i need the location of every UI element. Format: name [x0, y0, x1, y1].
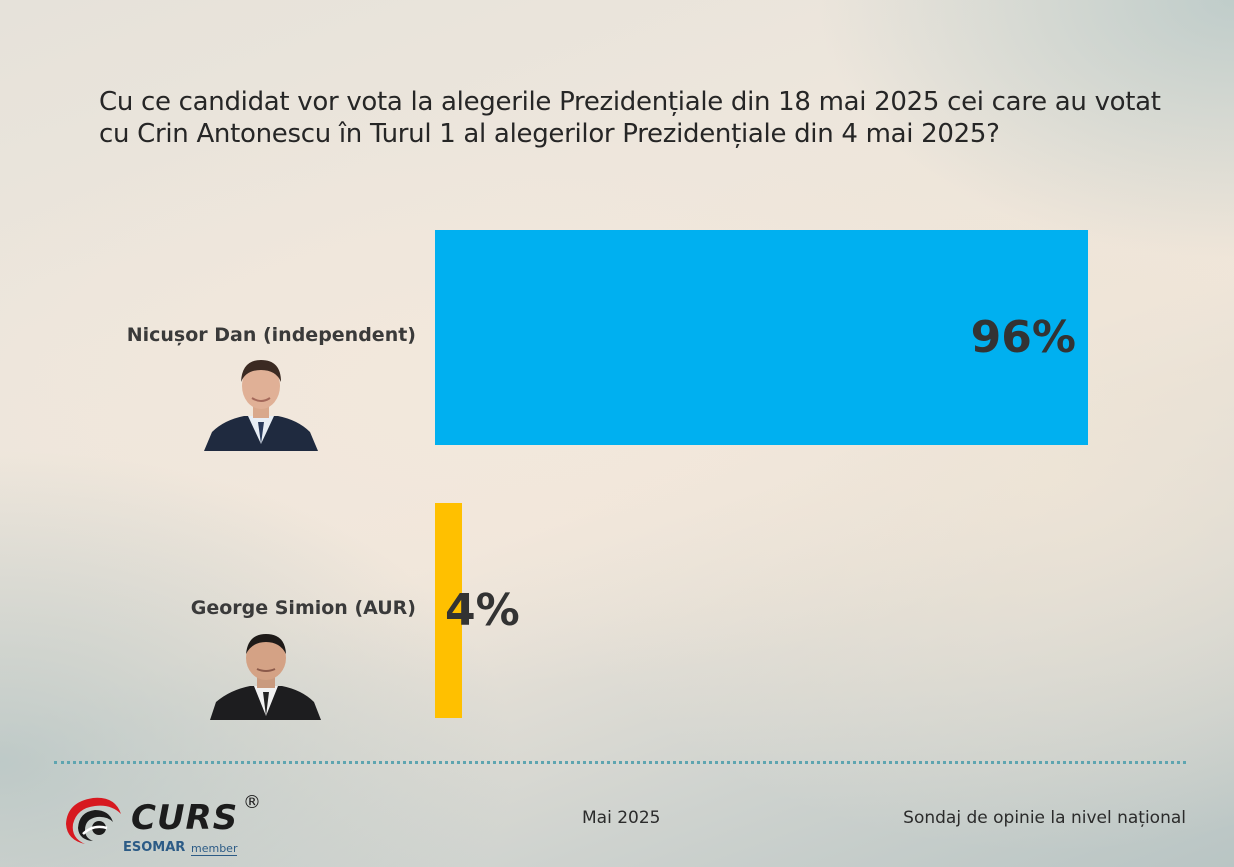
candidate-photo-icon — [204, 360, 318, 451]
chart-plot-area: 96% 4% — [435, 0, 1195, 867]
curs-logo-icon — [66, 797, 121, 844]
esomar-text: ESOMAR — [123, 840, 186, 855]
chart-title: Cu ce candidat vor vota la alegerile Pre… — [99, 87, 1161, 149]
registered-mark: ® — [243, 792, 261, 813]
bar-nicusor-dan — [435, 230, 1088, 445]
category-label-nicusor-dan: Nicușor Dan (independent) — [126, 324, 416, 346]
data-label-george-simion: 4% — [445, 584, 520, 636]
curs-logo: CURS ® ESOMAR member — [63, 790, 273, 860]
category-label-george-simion: George Simion (AUR) — [190, 597, 416, 619]
footer-divider — [54, 761, 1186, 764]
footer-survey-description: Sondaj de opinie la nivel național — [903, 808, 1186, 828]
bar-george-simion — [435, 503, 462, 718]
background-corner — [814, 0, 1234, 260]
candidate-photo-icon — [210, 634, 321, 720]
esomar-member-text: member — [191, 842, 238, 856]
footer-date: Mai 2025 — [582, 808, 661, 828]
data-label-nicusor-dan: 96% — [970, 311, 1076, 363]
logo-text: CURS — [131, 798, 239, 838]
